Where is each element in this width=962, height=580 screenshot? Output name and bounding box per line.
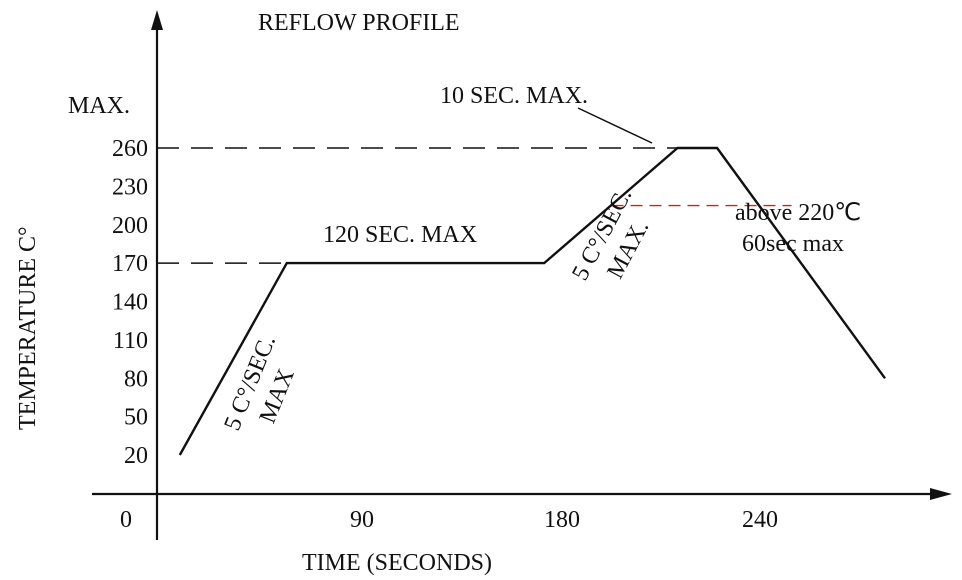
peak-annotation: 10 SEC. MAX.: [440, 83, 588, 109]
y-tick-label: 20: [124, 443, 148, 469]
y-tick-label: 170: [112, 251, 148, 277]
ramp2-annotation: 5 C°/SEC. MAX.: [567, 184, 654, 285]
origin-label: 0: [120, 507, 132, 533]
ramp1-annotation: 5 C°/SEC. MAX: [219, 332, 299, 435]
reference-lines: [157, 147, 792, 264]
y-tick-label: 50: [124, 405, 148, 431]
above-annotation-line2: 60sec max: [742, 231, 844, 257]
peak-leader-line: [577, 107, 653, 144]
y-tick-label: 260: [112, 136, 148, 162]
y-tick-label: 200: [112, 213, 148, 239]
y-axis-arrow: [151, 10, 163, 30]
profile-line: [178, 146, 886, 456]
soak-annotation: 120 SEC. MAX: [323, 222, 477, 248]
x-tick-label: 180: [544, 507, 580, 533]
x-axis-arrow: [930, 488, 952, 500]
chart-title: REFLOW PROFILE: [258, 10, 460, 36]
y-tick-label: 80: [124, 366, 148, 392]
y-tick-label: 110: [113, 328, 148, 354]
y-max-label: MAX.: [68, 93, 130, 119]
axes: [92, 10, 952, 540]
x-tick-label: 90: [350, 507, 374, 533]
y-tick-label: 140: [112, 290, 148, 316]
x-axis-label: TIME (SECONDS): [302, 550, 492, 576]
x-tick-label: 240: [742, 507, 778, 533]
x-tick-labels: 90 180 240: [350, 507, 778, 533]
y-tick-label: 230: [112, 174, 148, 200]
above-annotation: above 220℃: [735, 200, 861, 226]
y-tick-labels: 260 230 200 170 140 110 80 50 20: [112, 136, 148, 469]
y-axis-label: TEMPERATURE C°: [15, 226, 41, 430]
